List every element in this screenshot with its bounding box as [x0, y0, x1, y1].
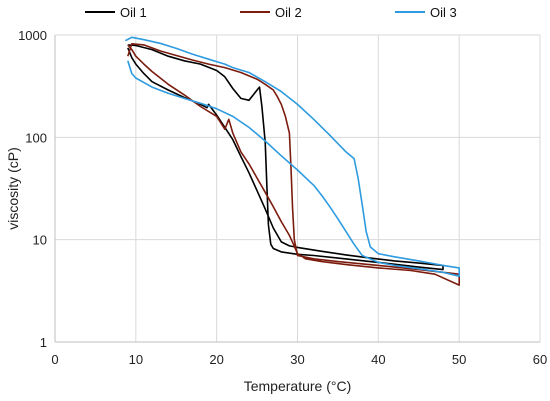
x-tick-label: 60	[533, 352, 547, 367]
y-tick-label: 1	[40, 335, 47, 350]
x-tick-label: 20	[209, 352, 223, 367]
series-line-2	[127, 43, 460, 286]
y-tick-label: 100	[25, 130, 47, 145]
chart-legend: Oil 1 Oil 2 Oil 3	[85, 5, 457, 20]
y-axis-title: viscosity (cP)	[5, 147, 21, 229]
x-tick-label: 10	[129, 352, 143, 367]
x-tick-label: 50	[452, 352, 466, 367]
x-tick-label: 0	[51, 352, 58, 367]
y-tick-label: 10	[33, 233, 47, 248]
chart-grid	[55, 34, 541, 342]
x-tick-label: 40	[371, 352, 385, 367]
legend-label-1: Oil 1	[120, 5, 147, 20]
series-line-1	[127, 44, 444, 271]
series-line-3	[124, 36, 460, 277]
y-tick-label: 1000	[18, 28, 47, 43]
legend-label-3: Oil 3	[430, 5, 457, 20]
chart-axes	[54, 35, 540, 343]
series-layer	[124, 36, 460, 286]
x-tick-label: 30	[290, 352, 304, 367]
legend-label-2: Oil 2	[275, 5, 302, 20]
x-axis-title: Temperature (°C)	[244, 378, 352, 394]
tick-labels: 0 10 20 30 40 50 60 1 10 100 1000	[18, 28, 547, 367]
